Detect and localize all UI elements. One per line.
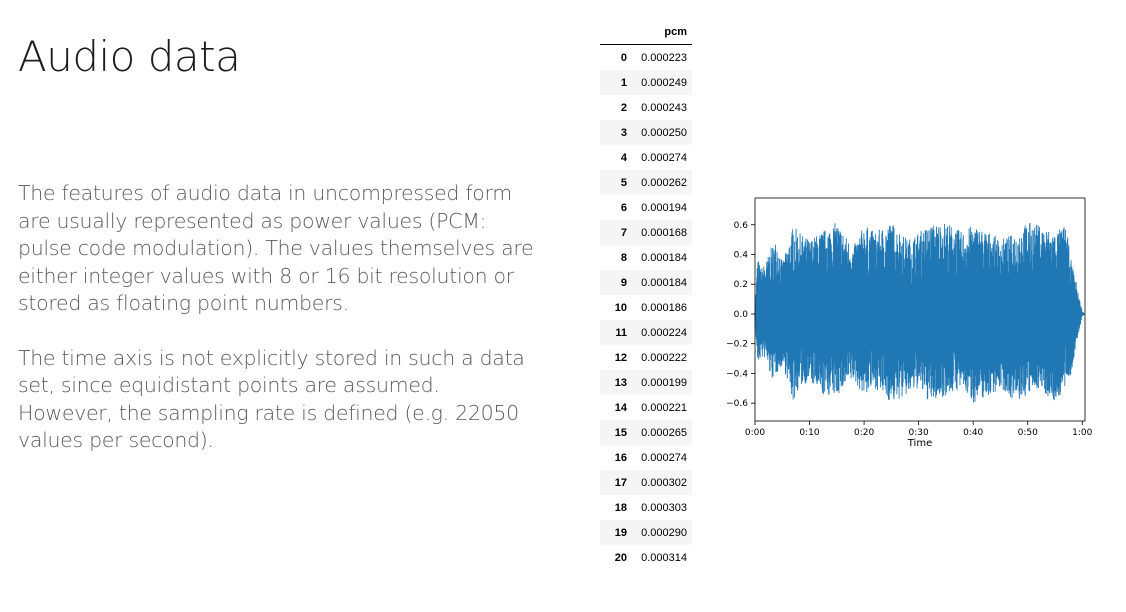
- row-index: 12: [614, 351, 627, 364]
- table-row: 17 0.000302: [600, 470, 692, 495]
- table-row: 12 0.000222: [600, 345, 692, 370]
- table-row: 1 0.000249: [600, 70, 692, 95]
- slide-title: Audio data: [18, 32, 241, 81]
- y-tick-label: −0.6: [726, 399, 748, 409]
- row-index: 7: [620, 226, 627, 239]
- pcm-value: 0.000262: [641, 176, 687, 189]
- row-index: 20: [614, 551, 627, 564]
- index-header: [600, 20, 633, 45]
- table-row: 6 0.000194: [600, 195, 692, 220]
- pcm-value: 0.000199: [641, 376, 687, 389]
- x-tick-label: 0:30: [909, 428, 929, 438]
- y-tick-label: −0.2: [726, 340, 748, 350]
- pcm-value: 0.000186: [641, 301, 687, 314]
- pcm-value: 0.000249: [641, 76, 687, 89]
- row-index: 19: [614, 526, 627, 539]
- pcm-value: 0.000184: [641, 276, 687, 289]
- x-tick-label: 0:10: [799, 428, 819, 438]
- table-row: 7 0.000168: [600, 220, 692, 245]
- row-index: 17: [614, 476, 627, 489]
- pcm-value: 0.000194: [641, 201, 687, 214]
- slide-body: The features of audio data in uncompress…: [18, 180, 538, 482]
- row-index: 5: [620, 176, 627, 189]
- pcm-value: 0.000314: [641, 551, 687, 564]
- pcm-value: 0.000274: [641, 151, 687, 164]
- row-index: 13: [614, 376, 627, 389]
- table-row: 10 0.000186: [600, 295, 692, 320]
- x-tick-label: 0:50: [1018, 428, 1038, 438]
- row-index: 1: [620, 76, 627, 89]
- pcm-value: 0.000302: [641, 476, 687, 489]
- y-tick-label: −0.4: [726, 369, 748, 379]
- waveform-plot: 0.6 0.4 0.2 0.0 −0.2 −0.4 −0.6 0:00 0:10 0:20 0:3…: [726, 197, 1093, 449]
- table-row: 5 0.000262: [600, 170, 692, 195]
- pcm-value: 0.000274: [641, 451, 687, 464]
- pcm-dataframe-table: pcm 0 0.000223 1 0.000249 2 0.000243 3 0.000250…: [600, 20, 692, 570]
- row-index: 8: [620, 251, 627, 264]
- row-index: 3: [620, 126, 627, 139]
- table-row: 9 0.000184: [600, 270, 692, 295]
- x-tick-label: 0:00: [745, 428, 765, 438]
- pcm-value: 0.000184: [641, 251, 687, 264]
- table-row: 18 0.000303: [600, 495, 692, 520]
- table-row: 15 0.000265: [600, 420, 692, 445]
- row-index: 0: [620, 51, 627, 64]
- table-row: 14 0.000221: [600, 395, 692, 420]
- plot-frame: [754, 197, 1086, 422]
- x-tick-label: 0:40: [963, 428, 983, 438]
- row-index: 11: [615, 326, 627, 339]
- pcm-value: 0.000290: [641, 526, 687, 539]
- x-axis-label: Time: [907, 438, 932, 449]
- row-index: 18: [614, 501, 627, 514]
- table-row: 11 0.000224: [600, 320, 692, 345]
- y-tick-label: 0.4: [734, 250, 749, 260]
- row-index: 6: [620, 201, 627, 214]
- table-body: 0 0.000223 1 0.000249 2 0.000243 3 0.000250 4 0.0…: [600, 45, 692, 571]
- row-index: 16: [614, 451, 627, 464]
- pcm-value: 0.000250: [641, 126, 687, 139]
- column-header-pcm: pcm: [664, 26, 687, 38]
- table-row: 2 0.000243: [600, 95, 692, 120]
- x-tick-label: 1:00: [1072, 428, 1092, 438]
- table-row: 3 0.000250: [600, 120, 692, 145]
- x-axis-ticks: 0:00 0:10 0:20 0:30 0:40 0:50 1:00: [745, 421, 1093, 438]
- y-axis-ticks: 0.6 0.4 0.2 0.0 −0.2 −0.4 −0.6: [726, 221, 755, 409]
- table-row: 8 0.000184: [600, 245, 692, 270]
- row-index: 9: [620, 276, 627, 289]
- pcm-value: 0.000224: [641, 326, 687, 339]
- pcm-value: 0.000221: [641, 401, 687, 414]
- table-row: 19 0.000290: [600, 520, 692, 545]
- row-index: 14: [614, 401, 627, 414]
- waveform-series: [754, 223, 1086, 403]
- table-row: 20 0.000314: [600, 545, 692, 570]
- pcm-value: 0.000223: [641, 51, 687, 64]
- y-tick-label: 0.6: [734, 221, 749, 231]
- paragraph-time-axis: The time axis is not explicitly stored i…: [18, 345, 525, 453]
- x-tick-label: 0:20: [854, 428, 874, 438]
- paragraph-pcm: The features of audio data in uncompress…: [18, 181, 534, 315]
- table-row: 13 0.000199: [600, 370, 692, 395]
- waveform-layer: [754, 223, 1086, 403]
- table-row: 16 0.000274: [600, 445, 692, 470]
- pcm-value: 0.000222: [641, 351, 687, 364]
- pcm-value: 0.000265: [641, 426, 687, 439]
- pcm-value: 0.000243: [641, 101, 687, 114]
- table-header-row: pcm: [600, 20, 692, 45]
- pcm-value: 0.000168: [641, 226, 687, 239]
- waveform-chart: 0.6 0.4 0.2 0.0 −0.2 −0.4 −0.6 0:00 0:10 0:20 0:3…: [720, 190, 1100, 450]
- row-index: 15: [614, 426, 627, 439]
- table-row: 4 0.000274: [600, 145, 692, 170]
- y-tick-label: 0.0: [734, 310, 749, 320]
- table-row: 0 0.000223: [600, 45, 692, 71]
- row-index: 4: [620, 151, 627, 164]
- y-tick-label: 0.2: [734, 280, 748, 290]
- pcm-value: 0.000303: [641, 501, 687, 514]
- row-index: 2: [620, 101, 627, 114]
- row-index: 10: [614, 301, 627, 314]
